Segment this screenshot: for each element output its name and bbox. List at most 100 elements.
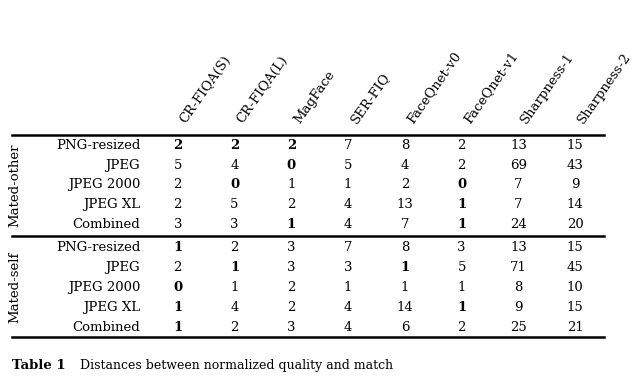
Text: 69: 69 xyxy=(510,158,527,171)
Text: 13: 13 xyxy=(510,139,527,152)
Text: 3: 3 xyxy=(287,321,296,334)
Text: 5: 5 xyxy=(344,158,352,171)
Text: Table 1: Table 1 xyxy=(12,359,66,372)
Text: 2: 2 xyxy=(230,241,239,254)
Text: JPEG XL: JPEG XL xyxy=(83,199,140,211)
Text: 21: 21 xyxy=(567,321,584,334)
Text: 3: 3 xyxy=(173,218,182,231)
Text: 7: 7 xyxy=(514,199,523,211)
Text: 0: 0 xyxy=(287,158,296,171)
Text: 2: 2 xyxy=(287,301,296,314)
Text: Combined: Combined xyxy=(72,218,140,231)
Text: 5: 5 xyxy=(173,158,182,171)
Text: 2: 2 xyxy=(173,178,182,192)
Text: 0: 0 xyxy=(457,178,467,192)
Text: 15: 15 xyxy=(567,301,584,314)
Text: 9: 9 xyxy=(514,301,523,314)
Text: Sharpness-2: Sharpness-2 xyxy=(575,50,634,126)
Text: 7: 7 xyxy=(514,178,523,192)
Text: JPEG 2000: JPEG 2000 xyxy=(68,281,140,294)
Text: 4: 4 xyxy=(401,158,409,171)
Text: 1: 1 xyxy=(344,281,352,294)
Text: Sharpness-1: Sharpness-1 xyxy=(518,50,577,126)
Text: JPEG: JPEG xyxy=(106,158,140,171)
Text: 71: 71 xyxy=(510,261,527,274)
Text: 1: 1 xyxy=(230,261,239,274)
Text: Mated-other: Mated-other xyxy=(9,143,22,227)
Text: 3: 3 xyxy=(230,218,239,231)
Text: 2: 2 xyxy=(173,139,182,152)
Text: 4: 4 xyxy=(230,301,239,314)
Text: CR-FIQA(S): CR-FIQA(S) xyxy=(178,53,234,126)
Text: 15: 15 xyxy=(567,139,584,152)
Text: 1: 1 xyxy=(457,301,467,314)
Text: 2: 2 xyxy=(173,261,182,274)
Text: 1: 1 xyxy=(400,261,410,274)
Text: 1: 1 xyxy=(230,281,239,294)
Text: 1: 1 xyxy=(173,301,182,314)
Text: CR-FIQA(L): CR-FIQA(L) xyxy=(234,54,291,126)
Text: 7: 7 xyxy=(401,218,409,231)
Text: 1: 1 xyxy=(344,178,352,192)
Text: 4: 4 xyxy=(344,218,352,231)
Text: MagFace: MagFace xyxy=(291,68,337,126)
Text: Distances between normalized quality and match: Distances between normalized quality and… xyxy=(64,359,393,372)
Text: 8: 8 xyxy=(515,281,523,294)
Text: 4: 4 xyxy=(344,199,352,211)
Text: 14: 14 xyxy=(567,199,584,211)
Text: 1: 1 xyxy=(458,281,466,294)
Text: 7: 7 xyxy=(344,139,353,152)
Text: 13: 13 xyxy=(396,199,413,211)
Text: 1: 1 xyxy=(287,178,296,192)
Text: 3: 3 xyxy=(287,241,296,254)
Text: 25: 25 xyxy=(510,321,527,334)
Text: 20: 20 xyxy=(567,218,584,231)
Text: 45: 45 xyxy=(567,261,584,274)
Text: 2: 2 xyxy=(458,321,466,334)
Text: 8: 8 xyxy=(401,139,409,152)
Text: 1: 1 xyxy=(173,321,182,334)
Text: 2: 2 xyxy=(458,158,466,171)
Text: 3: 3 xyxy=(287,261,296,274)
Text: 2: 2 xyxy=(287,139,296,152)
Text: 2: 2 xyxy=(230,139,239,152)
Text: 1: 1 xyxy=(401,281,409,294)
Text: 13: 13 xyxy=(510,241,527,254)
Text: 4: 4 xyxy=(344,301,352,314)
Text: 15: 15 xyxy=(567,241,584,254)
Text: 1: 1 xyxy=(457,199,467,211)
Text: 4: 4 xyxy=(344,321,352,334)
Text: Mated-self: Mated-self xyxy=(9,252,22,323)
Text: JPEG 2000: JPEG 2000 xyxy=(68,178,140,192)
Text: 0: 0 xyxy=(230,178,239,192)
Text: 3: 3 xyxy=(344,261,353,274)
Text: FaceQnet-v0: FaceQnet-v0 xyxy=(405,49,464,126)
Text: 24: 24 xyxy=(510,218,527,231)
Text: SER-FIQ: SER-FIQ xyxy=(348,70,392,126)
Text: 9: 9 xyxy=(571,178,579,192)
Text: 4: 4 xyxy=(230,158,239,171)
Text: 5: 5 xyxy=(230,199,239,211)
Text: 10: 10 xyxy=(567,281,584,294)
Text: 1: 1 xyxy=(287,218,296,231)
Text: 1: 1 xyxy=(457,218,467,231)
Text: 14: 14 xyxy=(397,301,413,314)
Text: FaceQnet-v1: FaceQnet-v1 xyxy=(461,49,521,126)
Text: 0: 0 xyxy=(173,281,182,294)
Text: 6: 6 xyxy=(401,321,409,334)
Text: 2: 2 xyxy=(287,281,296,294)
Text: 43: 43 xyxy=(567,158,584,171)
Text: JPEG XL: JPEG XL xyxy=(83,301,140,314)
Text: 1: 1 xyxy=(173,241,182,254)
Text: Combined: Combined xyxy=(72,321,140,334)
Text: 8: 8 xyxy=(401,241,409,254)
Text: 2: 2 xyxy=(458,139,466,152)
Text: 2: 2 xyxy=(230,321,239,334)
Text: 2: 2 xyxy=(401,178,409,192)
Text: PNG-resized: PNG-resized xyxy=(56,241,140,254)
Text: 7: 7 xyxy=(344,241,353,254)
Text: PNG-resized: PNG-resized xyxy=(56,139,140,152)
Text: 5: 5 xyxy=(458,261,466,274)
Text: 2: 2 xyxy=(173,199,182,211)
Text: JPEG: JPEG xyxy=(106,261,140,274)
